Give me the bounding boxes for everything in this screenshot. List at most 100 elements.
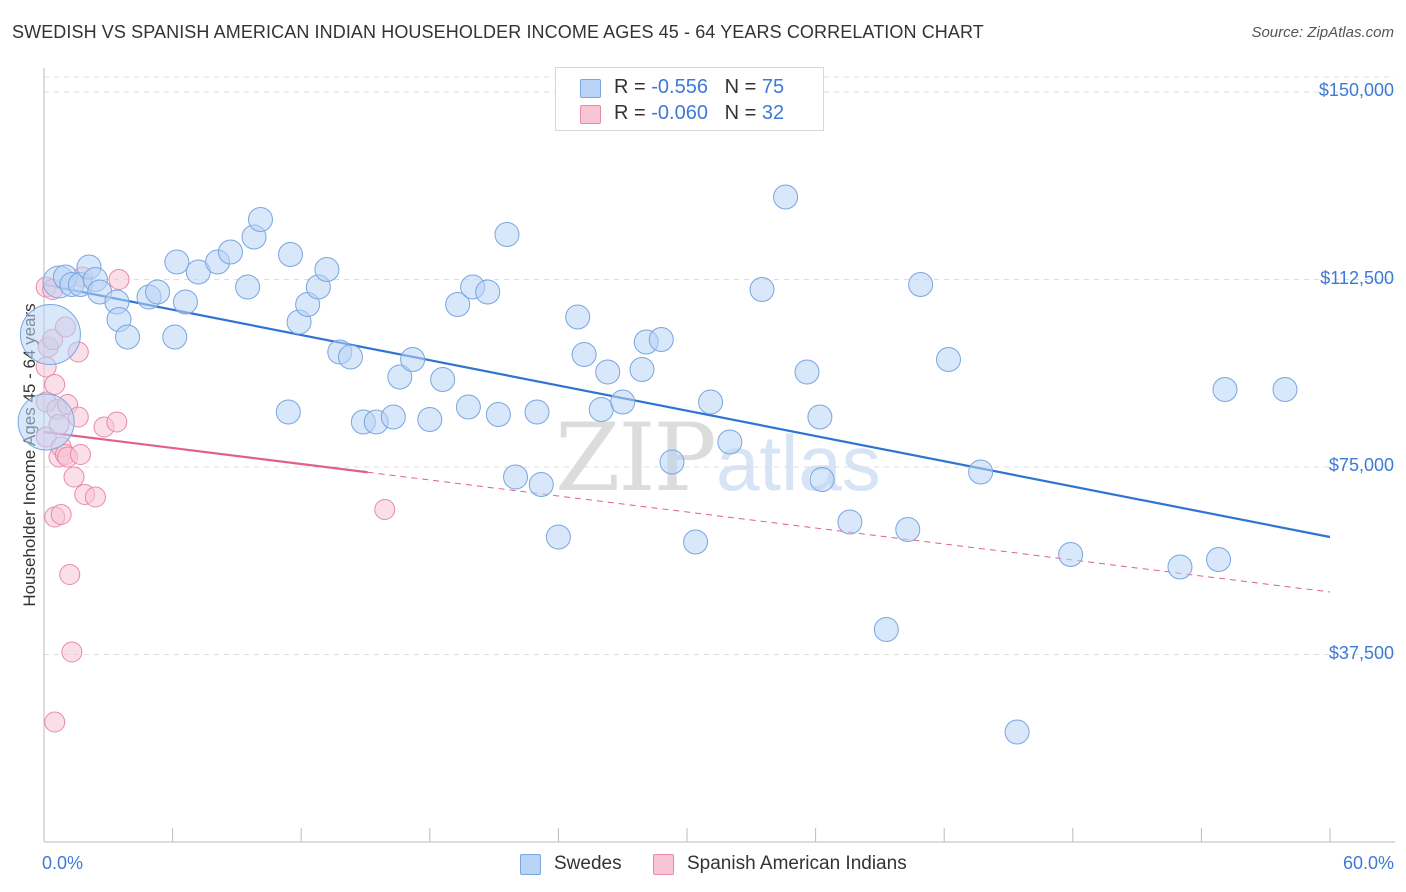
swedes-point <box>595 359 621 385</box>
x-tick-label-max: 60.0% <box>1342 853 1394 873</box>
swedes-point <box>1167 554 1193 580</box>
y-tick-label: $150,000 <box>1318 80 1394 100</box>
swedes-point <box>1212 377 1238 402</box>
spanish-point <box>50 504 72 525</box>
swedes-point <box>380 404 406 430</box>
legend-text: R = -0.060 N = 32 <box>614 102 784 125</box>
swedes-point <box>337 344 363 370</box>
legend-swatch-swedes <box>580 79 601 98</box>
swedes-point <box>485 402 511 427</box>
swedes-point <box>387 364 413 390</box>
swedes-point <box>935 347 961 372</box>
swedes-point <box>717 429 743 455</box>
swedes-point <box>571 342 597 367</box>
swedes-point <box>475 279 501 305</box>
swedes-point <box>115 324 141 350</box>
swedes-point <box>908 272 934 297</box>
swedes-point <box>172 289 198 315</box>
swedes-point <box>837 509 863 535</box>
spanish-point <box>69 444 91 465</box>
spanish-points <box>35 266 396 733</box>
y-tick-label: $75,000 <box>1328 455 1394 475</box>
swedes-point <box>503 464 529 490</box>
swedes-point <box>749 277 775 302</box>
series-legend: Swedes Spanish American Indians <box>0 853 1406 877</box>
swedes-point <box>162 324 188 350</box>
swedes-point <box>1206 547 1232 572</box>
swedes-trend-line <box>43 283 1331 539</box>
spanish-point <box>106 411 128 433</box>
swedes-point <box>794 359 820 385</box>
legend-r-value: -0.060 <box>651 102 708 124</box>
spanish-point <box>61 641 83 663</box>
spanish-point <box>59 564 81 585</box>
swedes-point <box>610 389 636 415</box>
swedes-points <box>17 89 1298 745</box>
swedes-point <box>565 304 591 330</box>
swedes-point <box>1272 377 1298 402</box>
swedes-point <box>629 357 655 382</box>
swedes-point <box>1004 719 1030 745</box>
swedes-point <box>455 394 481 420</box>
spanish-point <box>44 711 66 733</box>
spanish-point <box>63 466 85 488</box>
legend-n-value: 32 <box>761 102 785 124</box>
swedes-point <box>528 472 554 497</box>
stats-legend: R = -0.556 N = 75 R = -0.060 N = 32 <box>555 67 824 131</box>
swedes-point <box>145 279 171 305</box>
swedes-point <box>895 517 921 542</box>
spanish-point <box>374 499 396 520</box>
watermark-zip: ZIP <box>555 404 715 513</box>
swedes-point <box>247 207 273 232</box>
swedes-point <box>17 393 75 451</box>
swedes-point <box>430 367 456 392</box>
swedes-swatch <box>520 854 541 875</box>
chart-title: SWEDISH VS SPANISH AMERICAN INDIAN HOUSE… <box>12 22 984 42</box>
swedes-point <box>217 239 243 265</box>
watermark: ZIP atlas <box>555 404 881 513</box>
legend-n-value: 75 <box>761 76 785 98</box>
swedes-point <box>524 399 550 425</box>
swedes-point <box>648 327 674 352</box>
swedes-point <box>545 524 571 550</box>
y-tick-label: $112,500 <box>1320 267 1394 288</box>
swedes-point <box>873 617 899 642</box>
legend-n-label: N = <box>724 102 762 124</box>
swedes-point <box>698 389 724 415</box>
spanish-swatch <box>653 854 674 875</box>
swedes-point <box>417 407 443 432</box>
spanish-point <box>108 269 130 290</box>
swedes-point <box>164 249 190 275</box>
x-tick-label-min: 0.0% <box>42 853 84 873</box>
swedes-point <box>19 304 81 365</box>
spanish-point <box>84 486 106 508</box>
legend-text: R = -0.556 N = 75 <box>614 76 784 99</box>
swedes-point <box>494 222 520 247</box>
swedes-point <box>968 459 994 485</box>
swedes-point <box>683 529 709 555</box>
legend-r-value: -0.556 <box>651 76 708 98</box>
swedes-point <box>807 404 833 430</box>
swedes-point <box>277 242 303 267</box>
swedes-point <box>400 347 426 372</box>
swedes-point <box>314 257 340 282</box>
swedes-point <box>275 399 301 425</box>
spanish-trend-line-solid <box>43 430 368 474</box>
legend-n-label: N = <box>724 76 762 98</box>
legend-r-label: R = <box>614 102 652 124</box>
source-note: Source: ZipAtlas.com <box>1251 24 1394 41</box>
spanish-point <box>44 374 66 395</box>
swedes-point <box>445 292 471 317</box>
swedes-point <box>773 184 799 210</box>
legend-label-spanish: Spanish American Indians <box>687 853 907 874</box>
swedes-point <box>588 397 614 422</box>
y-tick-label: $37,500 <box>1328 642 1394 663</box>
axes <box>43 68 1395 843</box>
legend-label-swedes: Swedes <box>554 853 622 874</box>
swedes-point <box>659 449 685 475</box>
swedes-point <box>1058 542 1084 567</box>
swedes-point <box>235 274 261 300</box>
legend-r-label: R = <box>614 76 652 98</box>
legend-swatch-spanish <box>580 105 601 124</box>
